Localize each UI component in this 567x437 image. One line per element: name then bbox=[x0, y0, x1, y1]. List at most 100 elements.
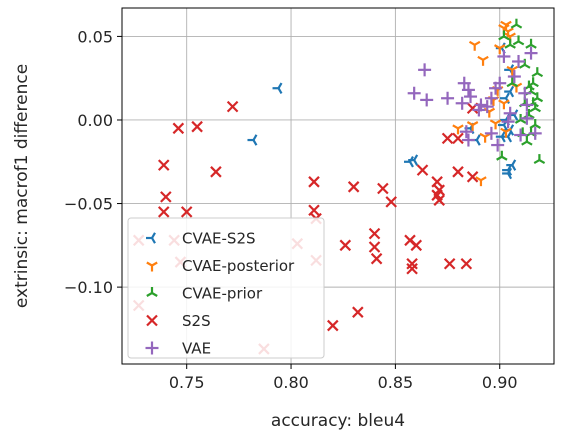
point-s2s bbox=[406, 262, 418, 275]
point-cvae-s2s bbox=[502, 167, 513, 180]
point-vae bbox=[503, 106, 517, 120]
plot-frame bbox=[121, 7, 555, 365]
point-cvae-posterior bbox=[466, 121, 479, 131]
point-s2s bbox=[327, 319, 339, 332]
point-cvae-posterior bbox=[498, 99, 510, 110]
point-s2s bbox=[452, 166, 464, 178]
x-tick-label: 0.75 bbox=[169, 373, 205, 392]
point-s2s bbox=[368, 227, 381, 240]
legend: CVAE-S2S CVAE-posterior CVAE-prior S2S VAE bbox=[127, 217, 325, 359]
point-vae bbox=[524, 46, 538, 60]
point-s2s bbox=[406, 257, 418, 270]
y-tick-label: 0.00 bbox=[77, 111, 113, 130]
point-vae bbox=[493, 76, 507, 90]
point-cvae-s2s bbox=[506, 159, 517, 171]
point-cvae-prior bbox=[504, 38, 516, 49]
point-cvae-prior bbox=[498, 30, 510, 41]
legend-label-cvae-prior: CVAE-prior bbox=[182, 285, 263, 303]
point-cvae-s2s bbox=[272, 82, 283, 94]
point-vae bbox=[518, 86, 532, 100]
point-cvae-posterior bbox=[452, 124, 464, 135]
point-cvae-s2s bbox=[247, 134, 258, 146]
point-vae bbox=[459, 125, 473, 139]
point-vae bbox=[501, 115, 515, 129]
point-vae bbox=[464, 90, 478, 104]
point-s2s bbox=[226, 100, 239, 113]
point-vae bbox=[474, 98, 488, 112]
legend-marker-cvae-s2s bbox=[146, 232, 156, 244]
legend-marker-s2s bbox=[146, 314, 158, 327]
legend-label-cvae-s2s: CVAE-S2S bbox=[182, 230, 256, 248]
point-vae bbox=[420, 93, 434, 107]
point-s2s bbox=[157, 159, 170, 171]
point-vae bbox=[480, 100, 494, 114]
point-vae bbox=[514, 128, 528, 142]
point-cvae-posterior bbox=[477, 55, 489, 66]
point-s2s bbox=[368, 241, 381, 253]
point-vae bbox=[484, 91, 498, 105]
y-tick-label: −0.10 bbox=[64, 278, 113, 297]
point-s2s bbox=[443, 257, 456, 270]
point-cvae-prior bbox=[527, 77, 539, 88]
point-cvae-prior bbox=[496, 150, 508, 161]
point-s2s bbox=[157, 206, 170, 218]
legend-box bbox=[127, 217, 325, 359]
point-s2s bbox=[377, 182, 389, 195]
legend-label-vae: VAE bbox=[182, 340, 211, 358]
x-axis-label: accuracy: bleu4 bbox=[271, 411, 405, 431]
point-s2s bbox=[160, 191, 172, 203]
point-cvae-posterior bbox=[493, 44, 506, 55]
point-s2s bbox=[466, 171, 479, 183]
point-vae bbox=[512, 54, 526, 68]
point-cvae-posterior bbox=[500, 127, 512, 138]
axis-ticks: 0.75 0.80 0.85 0.90 0.05 0.00 −0.05 −0.10 bbox=[64, 27, 518, 392]
point-vae bbox=[441, 91, 455, 105]
point-s2s bbox=[308, 176, 320, 188]
point-cvae-posterior bbox=[468, 40, 481, 51]
point-vae bbox=[484, 126, 498, 140]
point-s2s bbox=[172, 122, 185, 135]
point-vae bbox=[528, 126, 542, 140]
point-s2s bbox=[191, 120, 203, 133]
point-vae bbox=[461, 133, 475, 147]
point-s2s bbox=[352, 306, 364, 318]
point-cvae-prior bbox=[529, 102, 541, 113]
x-tick-label: 0.90 bbox=[482, 373, 518, 392]
point-vae bbox=[497, 49, 511, 63]
point-s2s bbox=[431, 176, 443, 188]
point-s2s bbox=[433, 184, 445, 196]
legend-label-cvae-posterior: CVAE-posterior bbox=[182, 257, 295, 275]
point-s2s bbox=[308, 204, 320, 217]
point-s2s bbox=[416, 164, 429, 176]
point-s2s bbox=[180, 206, 193, 218]
point-s2s bbox=[339, 239, 352, 252]
point-vae bbox=[520, 111, 534, 125]
point-cvae-prior bbox=[512, 35, 525, 46]
point-cvae-prior bbox=[533, 154, 546, 165]
point-vae bbox=[407, 86, 421, 100]
point-cvae-s2s bbox=[404, 156, 414, 168]
point-cvae-prior bbox=[531, 92, 544, 103]
point-cvae-prior bbox=[531, 67, 544, 78]
legend-marker-cvae-prior bbox=[146, 287, 158, 297]
y-tick-label: 0.05 bbox=[77, 27, 113, 46]
point-vae bbox=[520, 98, 534, 112]
y-axis-label: extrinsic: macrof1 difference bbox=[12, 64, 32, 308]
point-s2s bbox=[441, 132, 454, 145]
point-s2s bbox=[433, 194, 445, 206]
point-cvae-prior bbox=[510, 18, 523, 29]
point-s2s bbox=[210, 166, 222, 178]
point-vae bbox=[461, 83, 475, 97]
point-s2s bbox=[460, 257, 473, 270]
y-tick-label: −0.05 bbox=[64, 195, 113, 214]
point-cvae-prior bbox=[525, 38, 537, 49]
point-vae bbox=[418, 63, 432, 77]
legend-marker-cvae-posterior bbox=[146, 261, 158, 272]
point-cvae-s2s bbox=[504, 85, 515, 98]
legend-label-s2s: S2S bbox=[182, 312, 211, 330]
point-s2s bbox=[452, 132, 464, 145]
point-s2s bbox=[410, 239, 423, 252]
x-tick-label: 0.80 bbox=[273, 373, 309, 392]
x-tick-label: 0.85 bbox=[378, 373, 414, 392]
